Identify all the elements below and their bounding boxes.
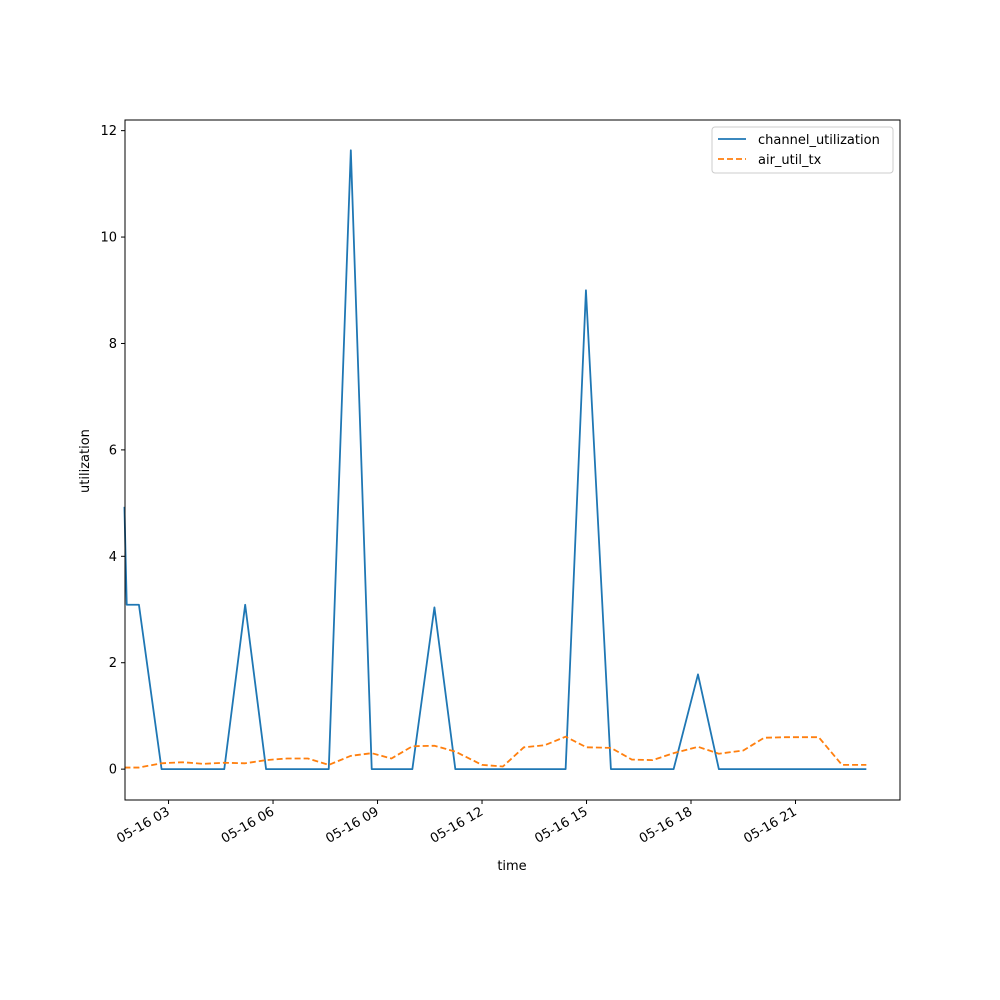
y-tick-label: 0 <box>109 763 117 778</box>
x-tick-label: 05-16 15 <box>532 804 590 846</box>
series-line-channel_utilization <box>123 149 867 771</box>
y-axis-ticks: 0 2 4 6 8 10 12 <box>100 124 125 778</box>
y-tick-label: 2 <box>109 656 117 671</box>
x-tick-label: 05-16 06 <box>219 804 277 846</box>
x-tick-label: 05-16 09 <box>323 804 381 846</box>
y-tick-label: 8 <box>109 337 117 352</box>
legend-label-air_util_tx: air_util_tx <box>758 153 822 168</box>
x-tick-label: 05-16 18 <box>637 804 695 846</box>
plot-area-frame <box>124 119 901 801</box>
series-line-air_util_tx <box>124 735 867 769</box>
y-tick-label: 4 <box>109 550 117 565</box>
y-tick-label: 10 <box>100 231 117 246</box>
legend-box <box>711 126 894 174</box>
y-tick-label: 12 <box>100 124 117 139</box>
x-axis-label: time <box>497 859 526 874</box>
x-axis-ticks: 05-16 03 05-16 06 05-16 09 05-16 12 05-16 15… <box>114 800 800 847</box>
legend: channel_utilization air_util_tx <box>711 126 894 174</box>
plot-series <box>123 149 867 771</box>
x-tick-label: 05-16 03 <box>114 804 172 846</box>
x-tick-label: 05-16 12 <box>428 804 486 846</box>
x-tick-label: 05-16 21 <box>741 804 799 846</box>
y-axis-label: utilization <box>78 429 93 493</box>
legend-label-channel_utilization: channel_utilization <box>758 133 880 148</box>
y-tick-label: 6 <box>109 443 117 458</box>
